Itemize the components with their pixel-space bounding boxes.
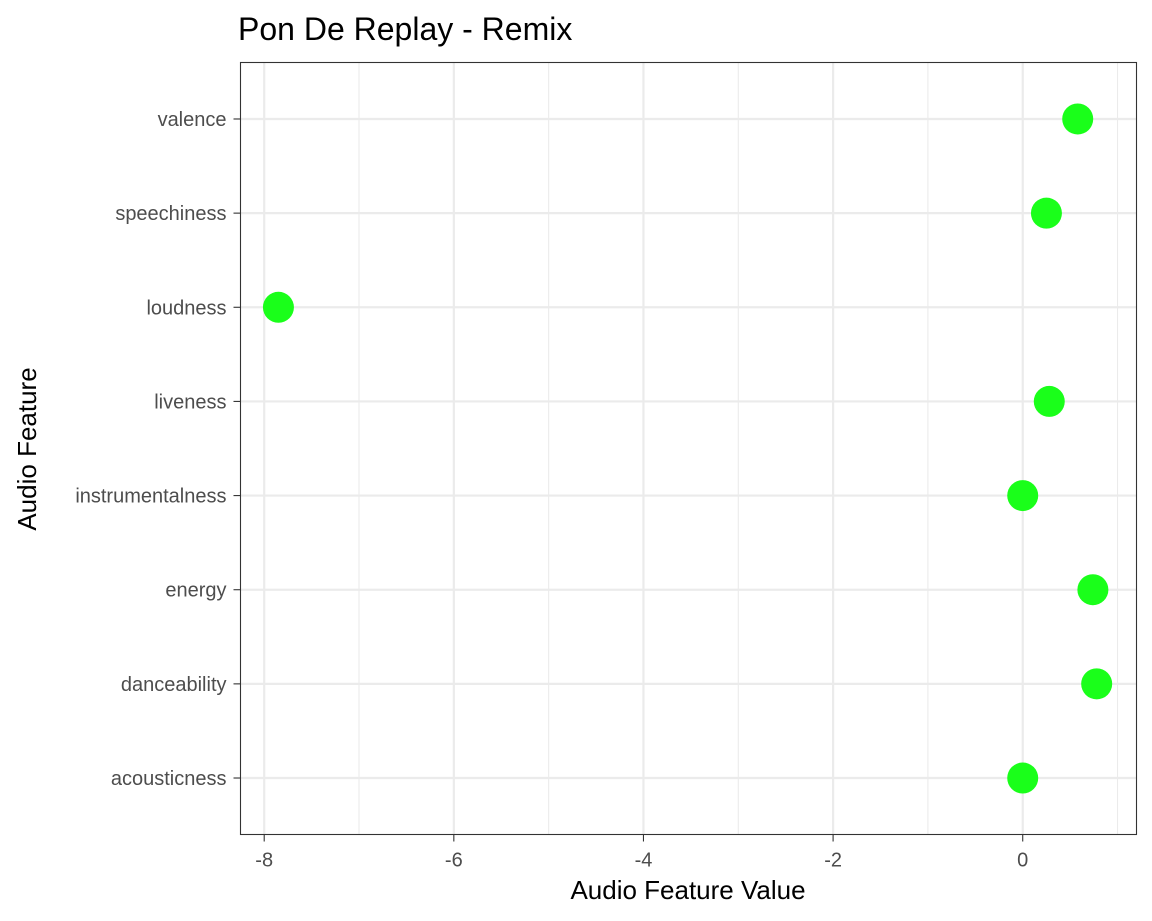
axis-ticks bbox=[233, 118, 1024, 842]
data-point-valence bbox=[1062, 103, 1094, 135]
y-axis-title: Audio Feature bbox=[12, 367, 42, 530]
plot-panel bbox=[239, 61, 1138, 836]
x-tick-label: 0 bbox=[1017, 850, 1028, 872]
x-axis-tick-labels: -8 -6 -4 -2 0 bbox=[255, 850, 1028, 872]
grid bbox=[240, 62, 1137, 835]
x-tick-label: -8 bbox=[255, 850, 273, 872]
data-points bbox=[262, 103, 1113, 794]
data-point-instrumentalness bbox=[1007, 480, 1039, 512]
x-tick-label: -2 bbox=[824, 850, 842, 872]
data-point-acousticness bbox=[1007, 762, 1039, 794]
y-tick-label: speechiness bbox=[115, 203, 226, 225]
y-tick-label: energy bbox=[165, 580, 226, 602]
data-point-danceability bbox=[1081, 668, 1113, 700]
y-tick-label: loudness bbox=[146, 297, 226, 319]
y-tick-label: liveness bbox=[154, 391, 226, 413]
data-point-energy bbox=[1077, 574, 1109, 606]
data-point-loudness bbox=[262, 291, 294, 323]
chart-title: Pon De Replay - Remix bbox=[238, 11, 572, 47]
x-tick-label: -6 bbox=[445, 850, 463, 872]
x-tick-label: -4 bbox=[635, 850, 653, 872]
data-point-speechiness bbox=[1030, 197, 1062, 229]
x-axis-title: Audio Feature Value bbox=[570, 875, 805, 905]
y-tick-label: acousticness bbox=[111, 768, 227, 790]
data-point-liveness bbox=[1033, 385, 1065, 417]
y-axis-tick-labels: acousticness danceability energy instrument… bbox=[75, 109, 226, 790]
y-tick-label: instrumentalness bbox=[75, 486, 226, 508]
y-tick-label: valence bbox=[158, 109, 227, 131]
y-tick-label: danceability bbox=[121, 674, 227, 696]
